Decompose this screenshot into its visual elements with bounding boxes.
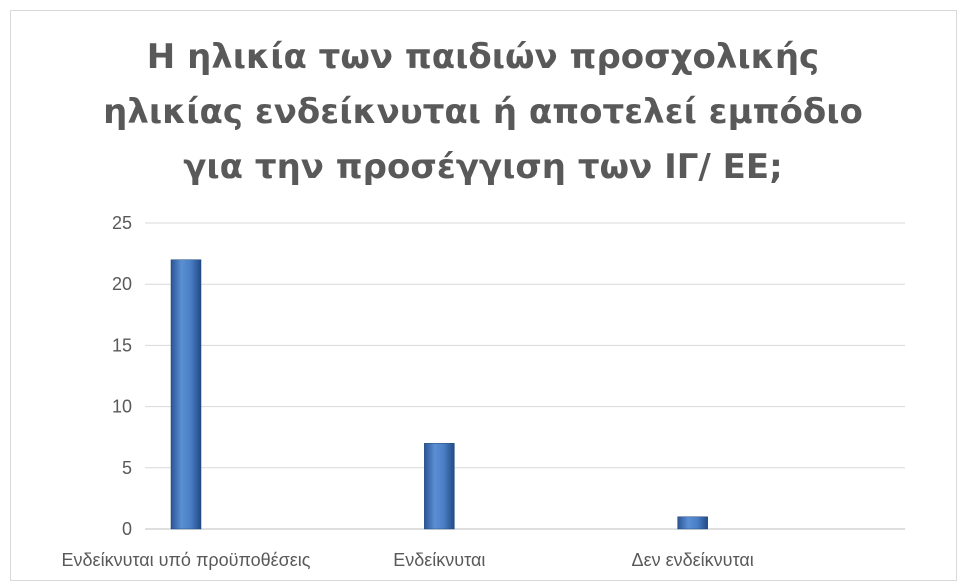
- x-axis-labels: Ενδείκνυται υπό προϋποθέσεις Ενδείκνυται Δ…: [62, 550, 754, 570]
- y-tick-label: 25: [112, 213, 132, 233]
- y-tick-label: 10: [112, 397, 132, 417]
- bars: [170, 259, 708, 530]
- bar: [424, 443, 455, 530]
- chart-frame: [10, 10, 957, 581]
- x-category-label: Δεν ενδείκνυται: [632, 550, 754, 570]
- y-axis-ticks: 0 5 10 15 20 25: [112, 213, 132, 539]
- chart-title: Η ηλικία των παιδιών προσχολικής ηλικίας…: [0, 30, 966, 195]
- bar: [677, 516, 708, 530]
- y-tick-label: 15: [112, 335, 132, 355]
- y-tick-label: 5: [122, 458, 132, 478]
- gridlines: [145, 222, 905, 530]
- chart-title-line-1: Η ηλικία των παιδιών προσχολικής: [146, 37, 820, 77]
- bar: [170, 259, 202, 530]
- x-category-label: Ενδείκνυται υπό προϋποθέσεις: [62, 550, 311, 570]
- chart-title-line-2: ηλικίας ενδείκνυται ή αποτελεί εμπόδιο: [103, 92, 863, 132]
- chart-title-line-3: για την προσέγγιση των ΙΓ/ ΕΕ;: [183, 147, 783, 187]
- y-tick-label: 20: [112, 274, 132, 294]
- x-category-label: Ενδείκνυται: [393, 550, 485, 570]
- y-tick-label: 0: [122, 519, 132, 539]
